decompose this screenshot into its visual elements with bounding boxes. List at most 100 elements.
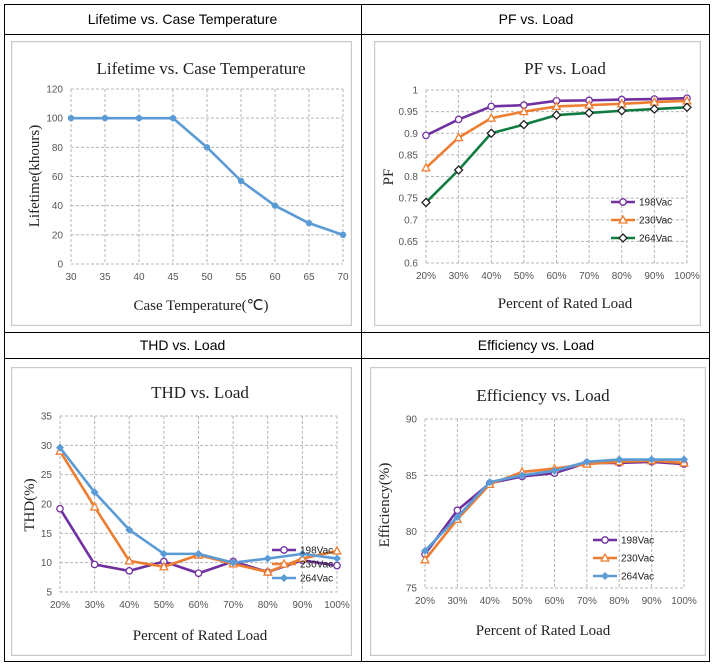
thd-legend-label: 230Vac bbox=[300, 560, 333, 571]
thd-x-tick-label: 70% bbox=[223, 600, 243, 611]
pf-cell-header: PF vs. Load bbox=[498, 11, 574, 27]
pf-data-point bbox=[421, 162, 431, 172]
efficiency-data-point bbox=[582, 457, 591, 466]
thd-x-tick-label: 20% bbox=[50, 600, 70, 611]
pf-y-tick-label: 0.95 bbox=[399, 107, 419, 118]
pf-legend-marker bbox=[618, 214, 628, 224]
thd-data-point bbox=[333, 561, 341, 570]
efficiency-x-tick-label: 90% bbox=[642, 596, 662, 607]
thd-data-point bbox=[262, 566, 273, 576]
lifetime-chart: Lifetime vs. Case Temperature Case Tempe… bbox=[27, 59, 349, 314]
pf-y-tick-label: 1 bbox=[412, 86, 418, 97]
lifetime-y-axis-label: Lifetime(khours) bbox=[27, 125, 43, 227]
efficiency-y-tick-label: 80 bbox=[406, 527, 418, 538]
thd-chart-title: THD vs. Load bbox=[151, 383, 249, 402]
thd-x-tick-label: 100% bbox=[324, 600, 350, 611]
lifetime-y-tick-label: 20 bbox=[52, 230, 64, 241]
pf-data-point bbox=[453, 165, 464, 175]
lifetime-x-tick-label: 35 bbox=[99, 272, 111, 283]
pf-y-tick-label: 0.85 bbox=[399, 150, 419, 161]
pf-x-tick-label: 40% bbox=[481, 271, 501, 282]
thd-data-point bbox=[229, 558, 238, 567]
thd-x-tick-label: 80% bbox=[258, 600, 278, 611]
lifetime-x-tick-label: 40 bbox=[133, 272, 145, 283]
lifetime-data-point bbox=[169, 114, 177, 122]
lifetime-y-tick-label: 40 bbox=[52, 201, 64, 212]
efficiency-legend-label: 198Vac bbox=[621, 536, 654, 547]
thd-legend-marker bbox=[279, 558, 289, 568]
pf-y-tick-label: 0.65 bbox=[399, 237, 419, 248]
efficiency-legend-label: 230Vac bbox=[621, 554, 654, 565]
pf-y-tick-label: 0.6 bbox=[404, 259, 418, 270]
pf-y-tick-label: 0.75 bbox=[399, 194, 419, 205]
thd-series-line-264Vac bbox=[58, 446, 338, 564]
thd-legend-marker bbox=[280, 546, 288, 554]
thd-data-point bbox=[125, 567, 134, 575]
thd-data-point bbox=[159, 549, 168, 558]
pf-data-point bbox=[518, 106, 529, 116]
efficiency-x-tick-label: 20% bbox=[415, 596, 435, 607]
efficiency-data-point bbox=[518, 471, 527, 480]
efficiency-legend-label: 264Vac bbox=[621, 572, 654, 583]
thd-x-tick-label: 30% bbox=[85, 600, 105, 611]
lifetime-chart-title: Lifetime vs. Case Temperature bbox=[96, 59, 305, 78]
thd-legend-marker bbox=[280, 574, 288, 582]
table-row-divider bbox=[4, 332, 710, 333]
lifetime-cell-header: Lifetime vs. Case Temperature bbox=[87, 11, 278, 27]
lifetime-x-tick-label: 70 bbox=[337, 272, 349, 283]
pf-data-point bbox=[518, 119, 529, 130]
efficiency-data-point bbox=[615, 455, 624, 464]
pf-data-point bbox=[682, 102, 692, 113]
pf-chart: PF vs. Load Percent of Rated Load PF 0.6… bbox=[381, 59, 700, 312]
efficiency-y-tick-label: 90 bbox=[406, 415, 418, 426]
efficiency-x-tick-label: 30% bbox=[447, 596, 467, 607]
lifetime-x-tick-label: 60 bbox=[269, 272, 281, 283]
pf-y-axis-label: PF bbox=[381, 169, 397, 186]
lifetime-data-point bbox=[101, 114, 109, 122]
efficiency-chart-panel: Efficiency vs. Load Percent of Rated Loa… bbox=[370, 367, 706, 656]
thd-data-point bbox=[89, 501, 100, 511]
efficiency-x-tick-label: 50% bbox=[512, 596, 532, 607]
pf-chart-panel: PF vs. Load Percent of Rated Load PF 0.6… bbox=[374, 41, 701, 326]
thd-data-point bbox=[298, 549, 307, 558]
efficiency-data-point bbox=[421, 546, 429, 555]
pf-data-point bbox=[551, 110, 562, 121]
pf-y-tick-label: 0.8 bbox=[404, 172, 418, 183]
pf-legend-marker bbox=[618, 233, 628, 243]
efficiency-chart-title: Efficiency vs. Load bbox=[476, 386, 610, 405]
thd-legend-label: 198Vac bbox=[300, 546, 333, 557]
lifetime-chart-panel: Lifetime vs. Case Temperature Case Tempe… bbox=[11, 41, 352, 326]
thd-y-tick-label: 15 bbox=[41, 529, 53, 540]
lifetime-y-tick-label: 120 bbox=[46, 85, 63, 96]
pf-data-point bbox=[486, 128, 497, 139]
efficiency-chart: Efficiency vs. Load Percent of Rated Loa… bbox=[377, 386, 697, 639]
thd-cell-header: THD vs. Load bbox=[139, 337, 226, 353]
lifetime-data-point bbox=[67, 114, 75, 122]
pf-legend-marker bbox=[619, 198, 627, 206]
lifetime-data-point bbox=[305, 219, 313, 227]
efficiency-x-tick-label: 80% bbox=[609, 596, 629, 607]
thd-x-tick-label: 50% bbox=[154, 600, 174, 611]
thd-y-tick-label: 10 bbox=[41, 558, 53, 569]
lifetime-x-tick-label: 50 bbox=[201, 272, 213, 283]
efficiency-y-axis-label: Efficiency(%) bbox=[377, 463, 393, 548]
pf-x-tick-label: 50% bbox=[514, 271, 534, 282]
thd-data-point bbox=[297, 553, 308, 563]
pf-data-point bbox=[649, 104, 660, 114]
thd-data-point bbox=[56, 443, 64, 452]
table-header-divider-bottom bbox=[4, 358, 710, 359]
pf-x-axis-label: Percent of Rated Load bbox=[498, 296, 633, 312]
lifetime-data-point bbox=[203, 144, 211, 151]
pf-data-point bbox=[486, 112, 497, 122]
thd-chart: THD vs. Load Percent of Rated Load THD(%… bbox=[22, 383, 350, 644]
thd-y-tick-label: 5 bbox=[46, 588, 52, 599]
lifetime-data-point bbox=[237, 177, 245, 185]
efficiency-data-point bbox=[647, 455, 656, 464]
efficiency-x-tick-label: 100% bbox=[671, 596, 697, 607]
pf-data-point bbox=[454, 115, 463, 124]
efficiency-x-tick-label: 60% bbox=[544, 596, 564, 607]
chart-grid-table bbox=[4, 4, 710, 662]
lifetime-data-point bbox=[271, 202, 279, 209]
pf-data-point bbox=[584, 108, 595, 118]
thd-x-tick-label: 60% bbox=[188, 600, 208, 611]
